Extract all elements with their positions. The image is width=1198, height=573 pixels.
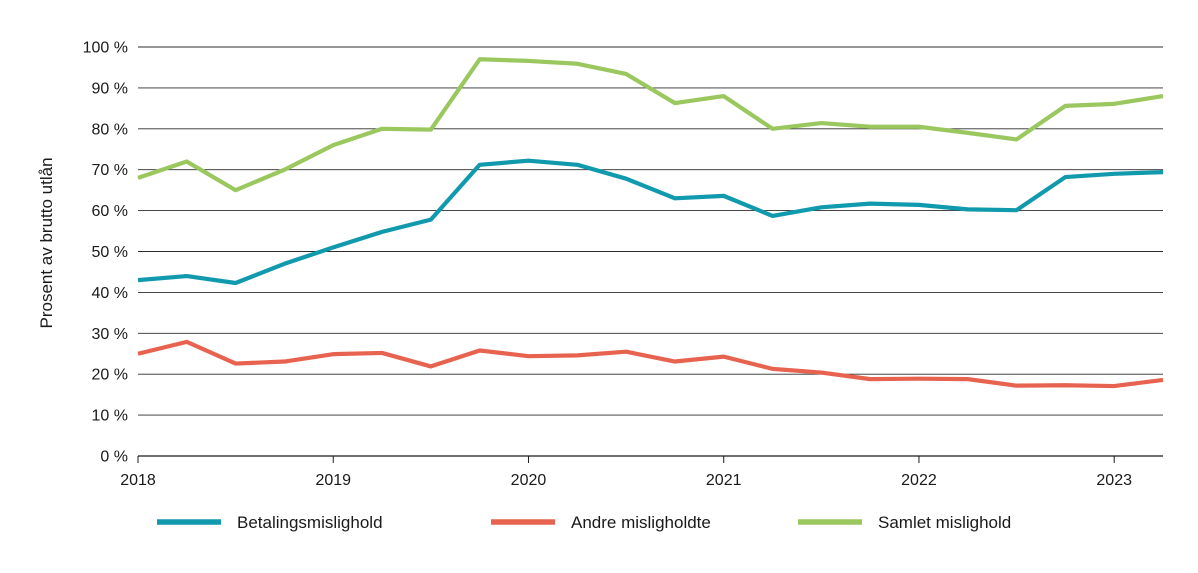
x-tick-label: 2023 (1096, 472, 1132, 489)
y-tick-label: 70 % (92, 162, 128, 179)
legend-label: Betalingsmislighold (237, 513, 383, 532)
x-tick-label: 2022 (901, 472, 937, 489)
y-tick-label: 30 % (92, 326, 128, 343)
x-tick-label: 2019 (315, 472, 351, 489)
series-layer (137, 57, 1164, 389)
y-tick-label: 40 % (92, 285, 128, 302)
series-line-betalingsmislighold (137, 158, 1164, 286)
legend-label: Samlet mislighold (878, 513, 1011, 532)
y-tick-label: 90 % (92, 80, 128, 97)
y-axis-title: Prosent av brutto utlån (37, 157, 56, 328)
series-line-samlet-mislighold (137, 57, 1164, 193)
legend-label: Andre misligholdte (571, 513, 711, 532)
y-tick-label: 50 % (92, 244, 128, 261)
y-tick-label: 20 % (92, 367, 128, 384)
x-tick-label: 2018 (120, 472, 156, 489)
x-tick-label: 2020 (511, 472, 547, 489)
y-tick-label: 0 % (100, 449, 128, 466)
legend-item-samlet-mislighold: Samlet mislighold (798, 513, 1011, 532)
legend: Betalingsmislighold Andre misligholdte Sam… (157, 513, 1011, 532)
y-tick-label: 60 % (92, 203, 128, 220)
y-tick-label: 100 % (83, 40, 128, 57)
series-line-andre-misligholdte (137, 339, 1164, 389)
legend-item-betalingsmislighold: Betalingsmislighold (157, 513, 383, 532)
y-tick-label: 80 % (92, 121, 128, 138)
legend-item-andre-misligholdte: Andre misligholdte (491, 513, 711, 532)
x-tick-label: 2021 (706, 472, 742, 489)
axis-layer: 0 % 10 % 20 % 30 % 40 % 50 % 60 % 70 % 80 % 90 % 1… (83, 40, 1163, 489)
y-tick-label: 10 % (92, 408, 128, 425)
